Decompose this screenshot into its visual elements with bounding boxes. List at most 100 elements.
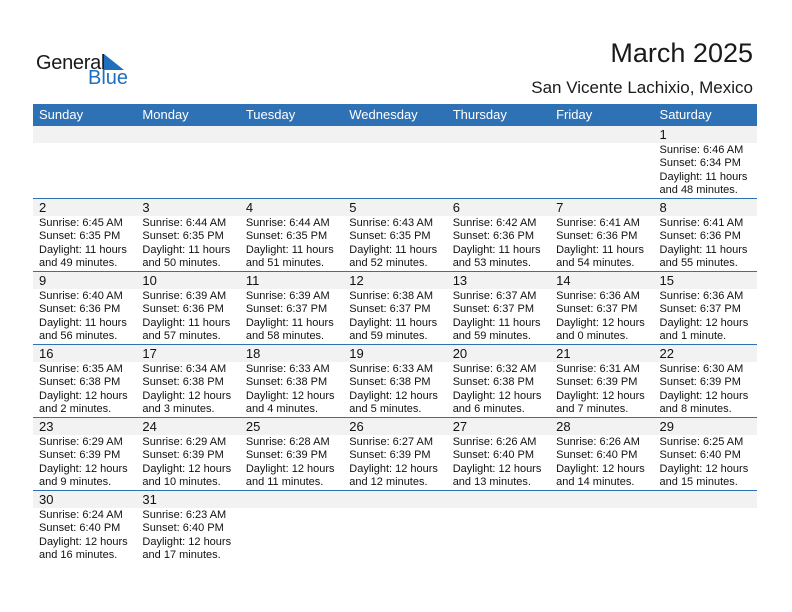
day-number: 29	[653, 418, 757, 435]
day-cell: 15 Sunrise: 6:36 AM Sunset: 6:37 PM Dayligh…	[653, 272, 757, 344]
daylight-text: Daylight: 11 hours	[349, 316, 438, 329]
day-number: 3	[136, 199, 240, 216]
day-cell: 17 Sunrise: 6:34 AM Sunset: 6:38 PM Dayligh…	[136, 345, 240, 417]
daylight-text: and 49 minutes.	[39, 257, 118, 270]
sunset-text: Sunset: 6:39 PM	[39, 449, 121, 462]
day-cell: 18 Sunrise: 6:33 AM Sunset: 6:38 PM Dayligh…	[239, 345, 344, 417]
day-cell: 25 Sunrise: 6:28 AM Sunset: 6:39 PM Dayligh…	[239, 418, 344, 490]
day-number: 16	[33, 345, 137, 362]
day-number: 13	[446, 272, 551, 289]
empty-cell	[343, 126, 447, 198]
daylight-text: Daylight: 12 hours	[452, 389, 542, 402]
sunset-text: Sunset: 6:36 PM	[142, 303, 224, 316]
daylight-text: and 14 minutes.	[556, 476, 635, 489]
day-number: 9	[33, 272, 137, 289]
sunrise-text: Sunrise: 6:40 AM	[39, 290, 123, 302]
sunrise-text: Sunrise: 6:43 AM	[349, 217, 434, 229]
day-number: 11	[239, 272, 344, 289]
day-cell: 1 Sunrise: 6:46 AM Sunset: 6:34 PM Daylight…	[653, 126, 757, 198]
day-cell: 2 Sunrise: 6:45 AM Sunset: 6:35 PM Daylight…	[33, 199, 137, 271]
day-cell: 10 Sunrise: 6:39 AM Sunset: 6:36 PM Dayligh…	[136, 272, 240, 344]
daylight-text: and 58 minutes.	[245, 330, 325, 343]
sunset-text: Sunset: 6:36 PM	[556, 230, 638, 243]
day-cell: 3 Sunrise: 6:44 AM Sunset: 6:35 PM Daylight…	[136, 199, 240, 271]
sunrise-text: Sunrise: 6:39 AM	[245, 290, 330, 302]
daylight-text: Daylight: 12 hours	[142, 462, 232, 475]
sunset-text: Sunset: 6:40 PM	[556, 449, 638, 462]
sunrise-text: Sunrise: 6:33 AM	[245, 363, 330, 375]
week-row: 2 Sunrise: 6:45 AM Sunset: 6:35 PM Daylight…	[33, 199, 757, 272]
daylight-text: Daylight: 11 hours	[349, 243, 438, 256]
day-cell: 8 Sunrise: 6:41 AM Sunset: 6:36 PM Daylight…	[653, 199, 757, 271]
day-cell: 22 Sunrise: 6:30 AM Sunset: 6:39 PM Dayligh…	[653, 345, 757, 417]
sunrise-text: Sunrise: 6:44 AM	[245, 217, 330, 229]
daylight-text: and 48 minutes.	[659, 184, 738, 197]
sunrise-text: Sunrise: 6:33 AM	[349, 363, 434, 375]
sunrise-text: Sunrise: 6:25 AM	[659, 436, 744, 448]
empty-cell	[550, 491, 654, 563]
day-cell: 24 Sunrise: 6:29 AM Sunset: 6:39 PM Dayligh…	[136, 418, 240, 490]
day-cell: 7 Sunrise: 6:41 AM Sunset: 6:36 PM Daylight…	[550, 199, 654, 271]
day-number: 22	[653, 345, 757, 362]
daylight-text: and 12 minutes.	[349, 476, 428, 489]
sunrise-text: Sunrise: 6:41 AM	[556, 217, 640, 229]
day-number	[136, 126, 240, 143]
sunset-text: Sunset: 6:38 PM	[452, 376, 535, 389]
day-cell: 28 Sunrise: 6:26 AM Sunset: 6:40 PM Dayligh…	[550, 418, 654, 490]
sunrise-text: Sunrise: 6:35 AM	[39, 363, 123, 375]
day-cell: 20 Sunrise: 6:32 AM Sunset: 6:38 PM Dayligh…	[446, 345, 551, 417]
sunset-text: Sunset: 6:39 PM	[245, 449, 328, 462]
day-number: 6	[446, 199, 551, 216]
week-row: 16 Sunrise: 6:35 AM Sunset: 6:38 PM Dayligh…	[33, 345, 757, 418]
daylight-text: Daylight: 12 hours	[556, 316, 645, 329]
day-number: 7	[550, 199, 654, 216]
week-row: 23 Sunrise: 6:29 AM Sunset: 6:39 PM Dayligh…	[33, 418, 757, 491]
location-subtitle: San Vicente Lachixio, Mexico	[531, 78, 753, 97]
calendar-grid: Sunday Monday Tuesday Wednesday Thursday Frid…	[33, 104, 757, 563]
sunset-text: Sunset: 6:37 PM	[659, 303, 741, 316]
day-number: 24	[136, 418, 240, 435]
sunset-text: Sunset: 6:36 PM	[39, 303, 121, 316]
daylight-text: Daylight: 12 hours	[349, 389, 438, 402]
day-number: 31	[136, 491, 240, 508]
sunrise-text: Sunrise: 6:27 AM	[349, 436, 434, 448]
daylight-text: and 59 minutes.	[349, 330, 428, 343]
daylight-text: and 0 minutes.	[556, 330, 629, 343]
day-number: 15	[653, 272, 757, 289]
sunset-text: Sunset: 6:40 PM	[39, 522, 121, 535]
day-cell: 13 Sunrise: 6:37 AM Sunset: 6:37 PM Dayligh…	[446, 272, 551, 344]
day-number: 26	[343, 418, 447, 435]
day-number: 25	[239, 418, 344, 435]
sunset-text: Sunset: 6:36 PM	[452, 230, 535, 243]
sunrise-text: Sunrise: 6:45 AM	[39, 217, 123, 229]
daylight-text: Daylight: 12 hours	[245, 462, 335, 475]
day-cell: 6 Sunrise: 6:42 AM Sunset: 6:36 PM Daylight…	[446, 199, 551, 271]
daylight-text: Daylight: 12 hours	[142, 389, 232, 402]
empty-cell	[446, 126, 551, 198]
daylight-text: and 13 minutes.	[452, 476, 531, 489]
day-number: 18	[239, 345, 344, 362]
daylight-text: and 54 minutes.	[556, 257, 635, 270]
day-number	[446, 491, 551, 508]
day-number: 5	[343, 199, 447, 216]
daylight-text: and 53 minutes.	[452, 257, 531, 270]
day-number	[239, 491, 344, 508]
daylight-text: and 5 minutes.	[349, 403, 422, 416]
day-cell: 21 Sunrise: 6:31 AM Sunset: 6:39 PM Dayligh…	[550, 345, 654, 417]
sunset-text: Sunset: 6:36 PM	[659, 230, 741, 243]
day-number: 20	[446, 345, 551, 362]
empty-cell	[550, 126, 654, 198]
empty-cell	[653, 491, 757, 563]
day-number: 14	[550, 272, 654, 289]
daylight-text: Daylight: 11 hours	[452, 243, 541, 256]
daylight-text: and 59 minutes.	[452, 330, 531, 343]
day-number: 23	[33, 418, 137, 435]
day-cell: 26 Sunrise: 6:27 AM Sunset: 6:39 PM Dayligh…	[343, 418, 447, 490]
weekday-header: Sunday Monday Tuesday Wednesday Thursday Frid…	[33, 104, 757, 126]
daylight-text: Daylight: 11 hours	[452, 316, 541, 329]
day-number: 2	[33, 199, 137, 216]
day-cell: 5 Sunrise: 6:43 AM Sunset: 6:35 PM Daylight…	[343, 199, 447, 271]
sunrise-text: Sunrise: 6:36 AM	[659, 290, 744, 302]
sunset-text: Sunset: 6:37 PM	[556, 303, 638, 316]
daylight-text: Daylight: 11 hours	[659, 170, 748, 183]
